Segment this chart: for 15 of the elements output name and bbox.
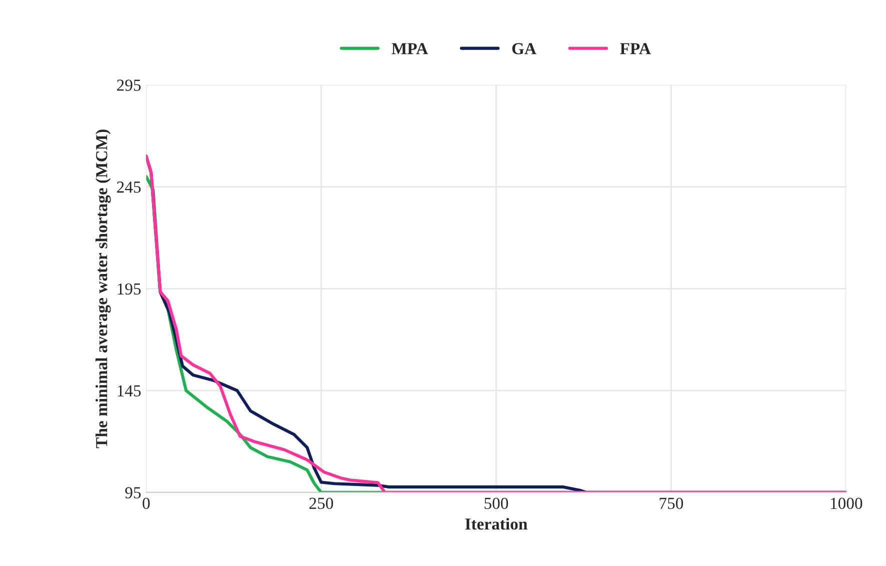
x-tick-label: 0 — [142, 498, 150, 510]
y-tick-label: 145 — [118, 385, 141, 396]
x-tick-label: 750 — [660, 498, 684, 510]
y-tick-label: 245 — [117, 182, 141, 193]
x-tick-label: 1000 — [830, 498, 862, 510]
legend-label: GA — [512, 43, 536, 54]
y-tick-label: 295 — [117, 80, 141, 91]
legend-label: MPA — [392, 43, 428, 54]
x-tick-label: 250 — [309, 498, 334, 510]
x-tick-label: 500 — [484, 498, 508, 510]
y-tick-label: 195 — [118, 283, 141, 295]
y-axis-title: The minimal average water shortage (MCM) — [96, 130, 111, 448]
y-tick-label: 95 — [125, 487, 141, 498]
legend-label: FPA — [620, 43, 651, 54]
x-axis-title: Iteration — [465, 518, 528, 530]
